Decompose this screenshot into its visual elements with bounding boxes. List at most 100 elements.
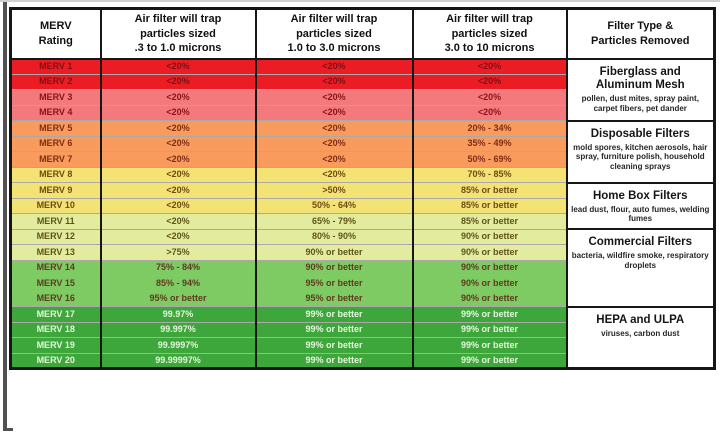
efficiency-value-cell: 90% or better [411,259,568,276]
filter-type-group-cell: HEPA and ULPA viruses, carbon dust [565,305,716,370]
filter-type-particles: viruses, carbon dust [601,328,680,338]
merv-rating-cell: MERV 18 [9,321,102,338]
filter-type-title: Commercial Filters [588,236,693,248]
efficiency-value-cell: <20% [411,89,568,105]
merv-row: MERV 4 <20% <20% <20% [9,104,715,121]
efficiency-value-cell: 70% - 85% [411,166,568,183]
efficiency-value-cell: 90% or better [411,244,568,260]
merv-rating-cell: MERV 16 [9,290,102,307]
efficiency-value-cell: <20% [254,104,414,121]
merv-row: MERV 3 <20% <20% <20% [9,89,715,105]
merv-rating-cell: MERV 3 [9,89,102,105]
efficiency-value-cell: 99% or better [254,321,414,338]
efficiency-value-cell: 99% or better [254,306,414,322]
header-particles-medium: Air filter will trap particles sized 1.0… [254,7,414,60]
merv-rating-cell: MERV 19 [9,337,102,353]
merv-rating-cell: MERV 14 [9,259,102,276]
header-row: MERV Rating Air filter will trap particl… [9,7,716,60]
filter-type-group-cell: Commercial Filters bacteria, wildfire smo… [565,228,716,308]
merv-row: MERV 20 99.99997% 99% or better 99% or bett… [9,352,715,369]
filter-type-particles: bacteria, wildfire smoke, respiratory dr… [571,251,709,270]
merv-row: MERV 14 75% - 84% 90% or better 90% or bett… [9,259,715,276]
merv-row: MERV 7 <20% <20% 50% - 69% [9,151,715,167]
efficiency-value-cell: 95% or better [99,290,257,307]
filter-type-title: Fiberglass and Aluminum Mesh [595,65,685,91]
efficiency-value-cell: 50% - 69% [411,151,568,167]
efficiency-value-cell: <20% [99,58,257,74]
merv-row: MERV 12 <20% 80% - 90% 90% or better Commerc… [9,228,716,308]
efficiency-value-cell: 99.97% [99,306,257,322]
efficiency-value-cell: <20% [99,151,257,167]
merv-row: MERV 18 99.997% 99% or better 99% or better [9,321,715,338]
efficiency-value-cell: 85% or better [411,182,568,198]
efficiency-value-cell: <20% [99,197,257,214]
efficiency-value-cell: <20% [411,104,568,121]
merv-rating-cell: MERV 11 [9,213,102,229]
merv-rating-cell: MERV 7 [9,151,102,167]
efficiency-value-cell: 90% or better [411,275,568,291]
efficiency-value-cell: >50% [254,182,414,198]
merv-rating-cell: MERV 1 [9,58,102,74]
filter-type-particles: lead dust, flour, auto fumes, welding fu… [571,204,710,224]
filter-type-group-cell: Fiberglass and Aluminum Mesh pollen, dust… [565,57,716,122]
efficiency-value-cell: <20% [99,73,257,90]
filter-type-group-cell: Disposable Filters mold spores, kitchen a… [565,119,716,184]
efficiency-value-cell: 85% or better [411,213,568,229]
filter-type-title: Disposable Filters [590,127,690,140]
merv-rating-cell: MERV 17 [9,306,102,322]
efficiency-value-cell: 99% or better [411,337,568,353]
filter-type-title: HEPA and ULPA [596,313,685,326]
merv-rating-cell: MERV 12 [9,228,102,245]
filter-type-group-cell: Home Box Filters lead dust, flour, auto f… [565,181,716,230]
efficiency-value-cell: 99.997% [99,321,257,338]
efficiency-value-cell: <20% [99,182,257,198]
efficiency-value-cell: <20% [99,135,257,152]
filter-type-title: Home Box Filters [592,189,688,202]
merv-rating-cell: MERV 5 [9,120,102,136]
efficiency-value-cell: 99% or better [411,321,568,338]
merv-table-body: MERV 1 <20% <20% <20% Fiberglass and Aluminu… [9,57,716,370]
efficiency-value-cell: <20% [254,120,414,136]
merv-row: MERV 15 85% - 94% 95% or better 90% or bett… [9,275,715,291]
efficiency-value-cell: 99.99997% [99,352,257,369]
efficiency-value-cell: 90% or better [254,244,414,260]
efficiency-value-cell: 99% or better [411,352,568,369]
efficiency-value-cell: 35% - 49% [411,135,568,152]
header-filter-type: Filter Type & Particles Removed [565,7,716,60]
header-particles-small: Air filter will trap particles sized .3 … [99,7,257,60]
efficiency-value-cell: <20% [254,135,414,152]
merv-row: MERV 5 <20% <20% 20% - 34% Disposable Filter… [9,119,716,184]
merv-rating-cell: MERV 6 [9,135,102,152]
efficiency-value-cell: 65% - 79% [254,213,414,229]
efficiency-value-cell: 75% - 84% [99,259,257,276]
efficiency-value-cell: 99.9997% [99,337,257,353]
efficiency-value-cell: 90% or better [411,228,568,245]
efficiency-value-cell: <20% [99,89,257,105]
filter-type-particles: pollen, dust mites, spray paint, carpet … [581,93,699,113]
efficiency-value-cell: <20% [99,166,257,183]
efficiency-value-cell: <20% [99,228,257,245]
efficiency-value-cell: 99% or better [254,352,414,369]
merv-rating-table: MERV Rating Air filter will trap particl… [9,7,716,370]
merv-rating-cell: MERV 15 [9,275,102,291]
merv-row: MERV 17 99.97% 99% or better 99% or better H… [9,305,716,370]
efficiency-value-cell: <20% [254,166,414,183]
efficiency-value-cell: <20% [99,120,257,136]
efficiency-value-cell: >75% [99,244,257,260]
merv-rating-cell: MERV 9 [9,182,102,198]
merv-rating-cell: MERV 10 [9,197,102,214]
efficiency-value-cell: <20% [99,213,257,229]
merv-row: MERV 19 99.9997% 99% or better 99% or bette… [9,337,715,353]
merv-rating-cell: MERV 20 [9,352,102,369]
merv-row: MERV 1 <20% <20% <20% Fiberglass and Aluminu… [9,57,716,122]
efficiency-value-cell: 90% or better [411,290,568,307]
merv-rating-cell: MERV 2 [9,73,102,90]
merv-row: MERV 6 <20% <20% 35% - 49% [9,135,715,152]
header-merv-rating: MERV Rating [9,7,102,60]
efficiency-value-cell: <20% [99,104,257,121]
efficiency-value-cell: <20% [411,73,568,90]
filter-type-particles: mold spores, kitchen aerosols, hair spra… [573,142,708,171]
merv-row: MERV 9 <20% >50% 85% or better Home Box Filt… [9,181,716,230]
efficiency-value-cell: <20% [411,58,568,74]
merv-row: MERV 10 <20% 50% - 64% 85% or better [9,197,715,214]
